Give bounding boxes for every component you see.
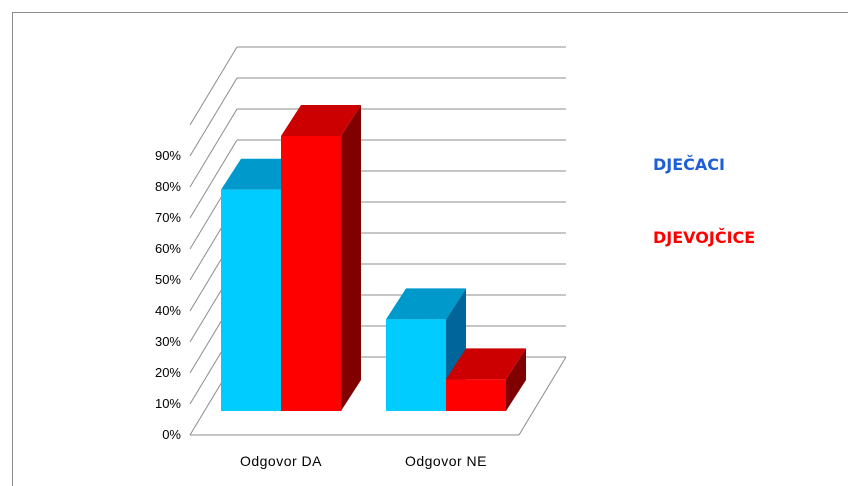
y-tick-label: 90% — [155, 148, 181, 163]
bar — [386, 319, 446, 411]
legend-entry: DJEČACI — [653, 155, 725, 174]
y-tick-label: 50% — [155, 272, 181, 287]
y-tick-label: 60% — [155, 241, 181, 256]
y-tick-label: 30% — [155, 334, 181, 349]
gridline-side — [189, 77, 238, 157]
y-tick-label: 20% — [155, 365, 181, 380]
y-tick-label: 0% — [162, 427, 181, 442]
legend-entry: DJEVOJČICE — [653, 228, 755, 247]
bar-side — [506, 348, 526, 411]
bar — [281, 136, 341, 411]
bar-side — [341, 105, 361, 411]
bar — [221, 189, 281, 411]
x-category-label: Odgovor NE — [405, 453, 487, 469]
gridline-side — [189, 139, 238, 219]
bar — [446, 379, 506, 411]
y-tick-label: 40% — [155, 303, 181, 318]
bar-top — [446, 348, 526, 380]
bar-top — [281, 105, 361, 136]
x-category-label: Odgovor DA — [240, 453, 322, 469]
y-tick-label: 10% — [155, 396, 181, 411]
gridline-side — [189, 46, 238, 126]
y-tick-label: 80% — [155, 179, 181, 194]
bar-top — [386, 288, 466, 320]
floor-right-edge — [518, 356, 567, 436]
y-tick-label: 70% — [155, 210, 181, 225]
gridline-side — [189, 108, 238, 188]
chart-frame — [12, 12, 848, 486]
